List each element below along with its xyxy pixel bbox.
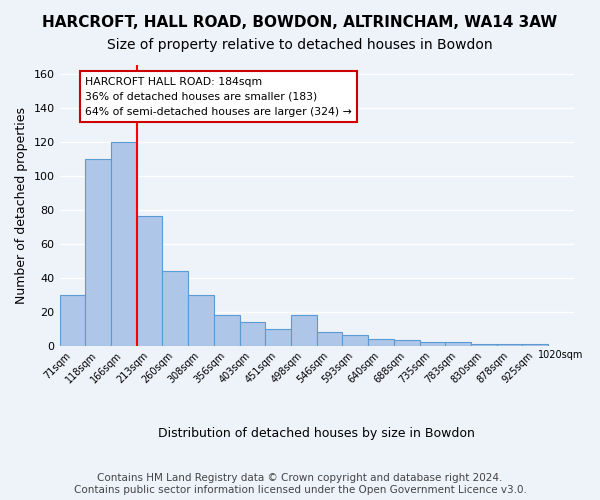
- Bar: [214, 315, 239, 346]
- Text: HARCROFT HALL ROAD: 184sqm
36% of detached houses are smaller (183)
64% of semi-: HARCROFT HALL ROAD: 184sqm 36% of detach…: [85, 77, 352, 116]
- Bar: [111, 142, 137, 346]
- Y-axis label: Number of detached properties: Number of detached properties: [15, 107, 28, 304]
- Bar: [85, 158, 111, 346]
- Text: Contains HM Land Registry data © Crown copyright and database right 2024.
Contai: Contains HM Land Registry data © Crown c…: [74, 474, 526, 495]
- Bar: [419, 342, 445, 345]
- Bar: [471, 344, 497, 346]
- Bar: [59, 294, 85, 346]
- Bar: [523, 344, 548, 346]
- Bar: [239, 322, 265, 345]
- Bar: [343, 336, 368, 345]
- Bar: [137, 216, 163, 346]
- Bar: [368, 339, 394, 345]
- Bar: [445, 342, 471, 345]
- X-axis label: Distribution of detached houses by size in Bowdon: Distribution of detached houses by size …: [158, 427, 475, 440]
- Bar: [265, 328, 291, 345]
- Bar: [394, 340, 419, 345]
- Bar: [163, 270, 188, 345]
- Bar: [497, 344, 523, 346]
- Text: Size of property relative to detached houses in Bowdon: Size of property relative to detached ho…: [107, 38, 493, 52]
- Bar: [188, 294, 214, 346]
- Text: HARCROFT, HALL ROAD, BOWDON, ALTRINCHAM, WA14 3AW: HARCROFT, HALL ROAD, BOWDON, ALTRINCHAM,…: [43, 15, 557, 30]
- Bar: [291, 315, 317, 346]
- Bar: [317, 332, 343, 345]
